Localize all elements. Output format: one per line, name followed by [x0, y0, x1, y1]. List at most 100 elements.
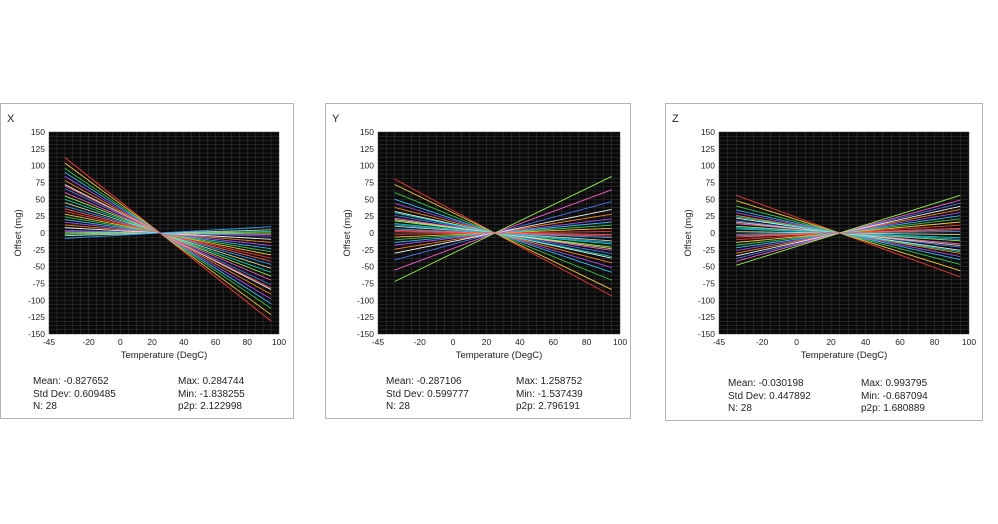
y-tick-label: 100 [701, 161, 715, 171]
chart-svg: 150 125 100 75 50 25 0 -25 -50 -75 -100 -125 -150-45… [13, 127, 286, 361]
x-tick-label: 60 [549, 337, 559, 347]
y-tick-label: 125 [701, 144, 715, 154]
series-line [736, 229, 961, 237]
y-tick-label: -75 [33, 279, 46, 289]
chart-title: Y [332, 113, 340, 125]
stat-p2p: p2p: 1.680889 [861, 403, 925, 414]
y-tick-label: 50 [36, 194, 46, 204]
series-line [394, 189, 612, 271]
y-tick-label: -50 [703, 262, 716, 272]
x-tick-label: -20 [756, 337, 769, 347]
y-axis-label: Offset (mg) [342, 209, 353, 256]
stat-max: Max: 1.258752 [516, 376, 583, 387]
y-tick-label: -150 [28, 329, 45, 339]
chart-title: Z [672, 113, 679, 125]
y-tick-label: 75 [365, 178, 375, 188]
y-tick-label: 100 [360, 161, 374, 171]
stat-p2p: p2p: 2.122998 [178, 401, 242, 412]
y-tick-label: -125 [698, 312, 715, 322]
y-tick-label: 25 [365, 211, 375, 221]
stat-mean: Mean: -0.030198 [728, 378, 804, 389]
y-tick-label: -50 [33, 262, 46, 272]
stat-max: Max: 0.993795 [861, 378, 928, 389]
x-tick-label: -45 [43, 337, 56, 347]
y-tick-label: 150 [701, 127, 715, 137]
stat-std: Std Dev: 0.599777 [386, 388, 469, 400]
stat-min: Min: -0.687094 [861, 390, 928, 402]
series-line [64, 226, 272, 239]
chart-panel-z: Z 150 125 100 75 50 25 0 -25 -50 -75 -100 -125 -150 -… [665, 103, 983, 421]
x-tick-label: 80 [930, 337, 940, 347]
x-tick-label: 80 [582, 337, 592, 347]
x-tick-label: 100 [613, 337, 627, 347]
stat-min: Min: -1.537439 [516, 388, 583, 400]
y-tick-label: -150 [357, 329, 374, 339]
y-tick-label: -25 [362, 245, 375, 255]
chart-svg: 150 125 100 75 50 25 0 -25 -50 -75 -100 -125 -150-45… [683, 127, 976, 361]
x-tick-label: 20 [482, 337, 492, 347]
stat-mean: Mean: -0.827652 [33, 376, 109, 387]
y-axis-label: Offset (mg) [683, 209, 694, 256]
y-tick-label: 150 [360, 127, 374, 137]
y-tick-label: 25 [36, 211, 46, 221]
y-tick-label: 50 [706, 194, 716, 204]
y-tick-label: 75 [706, 178, 716, 188]
x-tick-label: 60 [211, 337, 221, 347]
grid [377, 131, 621, 335]
series-line [394, 184, 612, 290]
series-line [64, 185, 272, 289]
y-tick-label: 125 [31, 144, 45, 154]
y-tick-label: 0 [369, 228, 374, 238]
y-tick-label: -75 [362, 279, 375, 289]
y-tick-label: 50 [365, 194, 375, 204]
y-tick-label: -100 [357, 295, 374, 305]
x-tick-label: 60 [895, 337, 905, 347]
y-tick-label: 125 [360, 144, 374, 154]
x-tick-label: 40 [515, 337, 525, 347]
stat-n: N: 28 [386, 401, 410, 412]
grid [718, 131, 970, 335]
x-tick-label: 100 [272, 337, 286, 347]
y-tick-label: -50 [362, 262, 375, 272]
y-tick-label: -100 [28, 295, 45, 305]
stat-n: N: 28 [728, 403, 752, 414]
x-axis-label: Temperature (DegC) [456, 350, 543, 361]
series-line [394, 192, 612, 281]
y-tick-label: 0 [710, 228, 715, 238]
y-tick-label: 150 [31, 127, 45, 137]
y-tick-label: -100 [698, 295, 715, 305]
y-tick-label: 25 [706, 211, 716, 221]
series-line [736, 227, 961, 240]
series-line [394, 212, 612, 258]
y-tick-label: -25 [703, 245, 716, 255]
y-tick-label: -125 [357, 312, 374, 322]
stat-max: Max: 0.284744 [178, 376, 245, 387]
series-line [394, 229, 612, 237]
x-tick-label: 80 [243, 337, 253, 347]
y-axis-label: Offset (mg) [13, 209, 24, 256]
y-tick-label: 100 [31, 161, 45, 171]
chart-title: X [7, 113, 15, 125]
stat-mean: Mean: -0.287106 [386, 376, 462, 387]
x-tick-label: 0 [118, 337, 123, 347]
y-tick-label: -125 [28, 312, 45, 322]
x-tick-label: 40 [179, 337, 189, 347]
x-tick-label: -45 [372, 337, 385, 347]
stat-std: Std Dev: 0.609485 [33, 388, 116, 400]
series-line [394, 176, 612, 282]
stat-n: N: 28 [33, 401, 57, 412]
x-tick-label: 0 [451, 337, 456, 347]
x-tick-label: 20 [147, 337, 157, 347]
stat-std: Std Dev: 0.447892 [728, 390, 811, 402]
x-tick-label: 20 [826, 337, 836, 347]
stat-min: Min: -1.838255 [178, 388, 245, 400]
y-tick-label: -150 [698, 329, 715, 339]
series-line [394, 208, 612, 254]
y-tick-label: -25 [33, 245, 46, 255]
x-tick-label: -20 [414, 337, 427, 347]
y-tick-label: 75 [36, 178, 46, 188]
chart-panel-y: Y 150 125 100 75 50 25 0 -25 -50 -75 -100 -125 -150-… [325, 103, 631, 419]
x-tick-label: 100 [962, 337, 976, 347]
y-tick-label: -75 [703, 279, 716, 289]
series-line [736, 194, 961, 266]
